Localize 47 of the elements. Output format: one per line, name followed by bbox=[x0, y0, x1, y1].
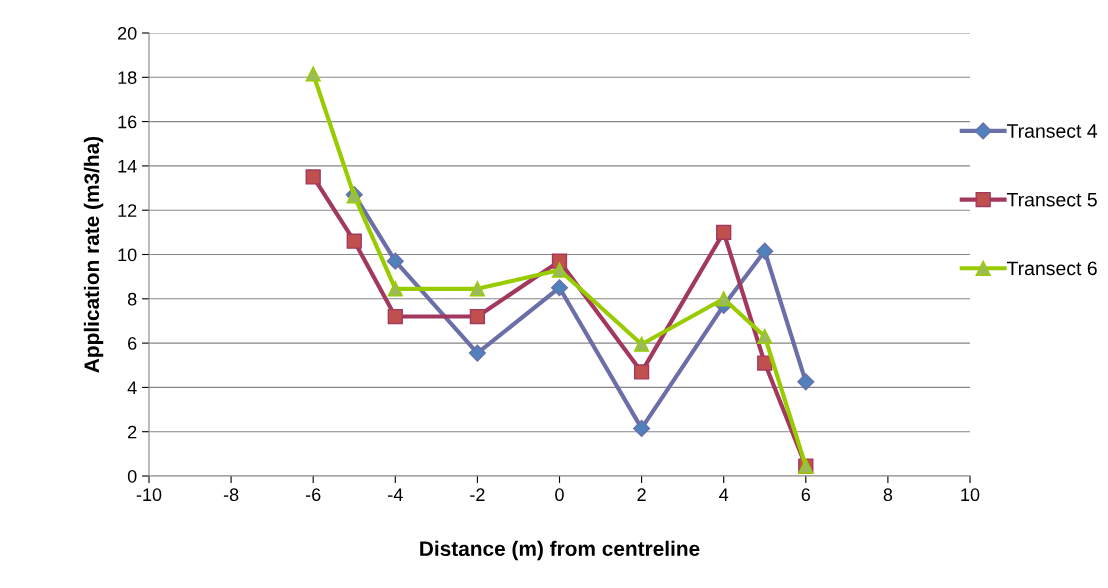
y-tick-label: 6 bbox=[128, 337, 137, 350]
point bbox=[387, 281, 403, 297]
point bbox=[387, 308, 403, 325]
point bbox=[633, 419, 651, 437]
point bbox=[633, 336, 650, 352]
x-tick-label: 10 bbox=[961, 488, 980, 502]
point bbox=[468, 344, 486, 362]
point bbox=[550, 279, 569, 297]
point bbox=[469, 308, 486, 325]
y-tick-label: 16 bbox=[118, 115, 137, 129]
y-tick-label: 4 bbox=[127, 381, 137, 394]
x-axis-title: Distance (m) from centreline bbox=[420, 540, 700, 561]
y-tick-label: 8 bbox=[127, 292, 137, 306]
point bbox=[551, 262, 568, 278]
point bbox=[305, 66, 321, 82]
x-tick-label: -10 bbox=[136, 488, 162, 502]
point bbox=[386, 252, 404, 270]
x-tick-label: 6 bbox=[801, 488, 811, 502]
y-axis-title: Application rate (m3/ha) bbox=[83, 136, 104, 373]
point bbox=[756, 242, 774, 260]
y-tick-label: 20 bbox=[118, 26, 137, 40]
x-tick-label: -6 bbox=[305, 488, 321, 502]
legend-label: Transect 5 bbox=[1006, 192, 1097, 207]
y-tick-label: 14 bbox=[118, 160, 137, 173]
point bbox=[757, 355, 773, 371]
legend-label: Transect 6 bbox=[1006, 261, 1097, 276]
legend-label: Transect 4 bbox=[1006, 124, 1098, 138]
y-tick-label: 12 bbox=[118, 204, 137, 217]
x-tick-label: -4 bbox=[388, 488, 403, 501]
point bbox=[305, 169, 321, 185]
x-tick-label: -8 bbox=[223, 488, 239, 502]
point bbox=[757, 328, 773, 345]
y-tick-label: 10 bbox=[118, 248, 137, 262]
x-tick-label: 4 bbox=[719, 488, 729, 501]
y-tick-label: 0 bbox=[127, 469, 137, 483]
point bbox=[633, 364, 650, 380]
x-tick-label: -2 bbox=[470, 488, 485, 501]
y-tick-label: 2 bbox=[128, 425, 137, 439]
point bbox=[346, 233, 362, 249]
point bbox=[716, 291, 732, 307]
x-tick-label: 2 bbox=[637, 488, 646, 501]
point bbox=[469, 281, 486, 297]
point bbox=[797, 373, 815, 391]
y-tick-label: 18 bbox=[118, 71, 137, 85]
point bbox=[716, 224, 732, 240]
x-tick-label: 0 bbox=[555, 488, 564, 502]
x-tick-label: 8 bbox=[883, 488, 893, 502]
